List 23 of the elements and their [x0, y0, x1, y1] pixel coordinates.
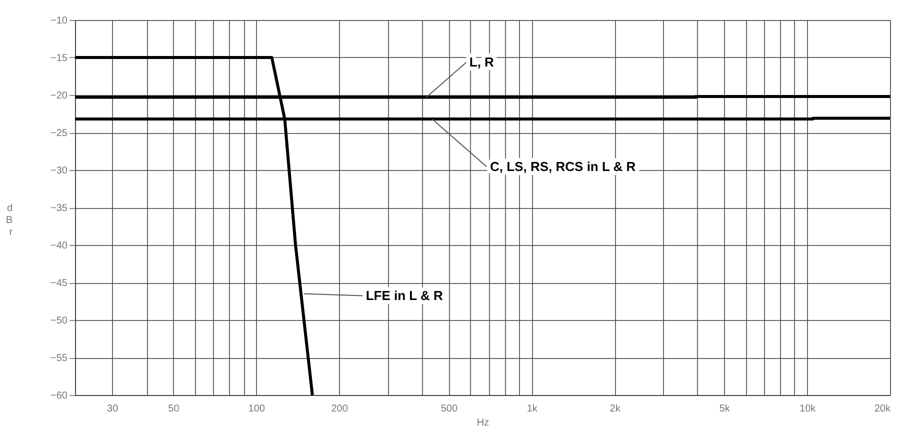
y-tick-label: −30 [50, 166, 68, 176]
x-tick-label: 500 [440, 404, 458, 414]
y-tick-label: −55 [50, 353, 68, 364]
y-tick-label: −35 [50, 203, 68, 214]
x-axis-title: Hz [476, 418, 490, 428]
x-tick-label: 2k [610, 404, 622, 414]
y-tick-label: −40 [50, 240, 68, 252]
x-tick-label: 50 [168, 404, 180, 414]
x-tick-label: 10k [800, 404, 817, 414]
y-tick-label: −50 [50, 316, 68, 326]
y-axis-title: dBr [6, 203, 14, 238]
y-tick-label: −60 [50, 390, 68, 402]
x-tick-label: 1k [526, 404, 538, 414]
y-tick-label: −15 [50, 53, 68, 64]
y-tick-label: −10 [50, 16, 68, 26]
y-tick-label: −20 [50, 90, 68, 102]
y-tick-label: −25 [50, 128, 68, 139]
x-tick-label: 5k [719, 404, 731, 414]
x-tick-label: 100 [248, 404, 266, 414]
y-tick-label: −45 [50, 278, 68, 289]
x-tick-label: 200 [331, 404, 348, 414]
x-tick-label: 30 [107, 404, 119, 414]
x-tick-label: 20k [874, 404, 892, 414]
